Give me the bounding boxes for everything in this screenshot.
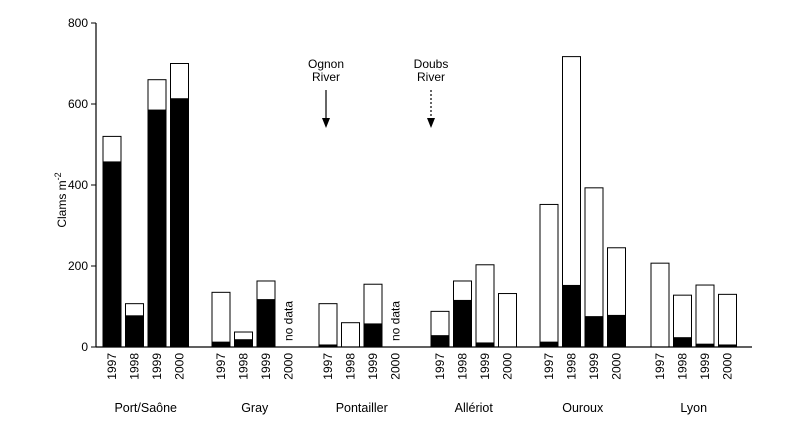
bar-black-portion	[256, 299, 276, 348]
no-data-label: no data	[389, 301, 403, 341]
x-tick-label: 1999	[366, 353, 380, 380]
ognon-river-label: Ognon	[308, 57, 344, 71]
bar-black-portion	[147, 109, 167, 348]
bar-black-portion	[363, 323, 383, 348]
site-label: Ouroux	[562, 401, 604, 415]
bar-black-portion	[607, 314, 626, 348]
bar-total	[695, 284, 715, 348]
labels-layer: 1997 1998 1999 2000 Port/Saône 1997 1998 1999 no…	[105, 301, 735, 415]
no-data-label: no data	[282, 301, 296, 341]
bar-black-portion	[125, 315, 144, 348]
bar-total	[475, 264, 495, 348]
x-tick-label: 1997	[214, 353, 228, 380]
ognon-river-label: River	[312, 70, 340, 84]
x-tick-label: 2000	[282, 353, 296, 380]
y-tick-label: 200	[68, 259, 88, 273]
bar-total	[318, 303, 338, 348]
bar-total	[718, 293, 737, 348]
y-tick-label: 0	[81, 340, 88, 354]
bar-black-portion	[453, 299, 472, 348]
x-tick-label: 1999	[478, 353, 492, 380]
bars-layer	[102, 56, 737, 348]
x-tick-label: 1998	[676, 353, 690, 380]
x-tick-label: 1999	[587, 353, 601, 380]
x-tick-label: 1999	[698, 353, 712, 380]
x-tick-label: 1998	[456, 353, 470, 380]
bar-black-portion	[539, 341, 559, 348]
bar-black-portion	[475, 342, 495, 348]
y-tick-label: 600	[68, 97, 88, 111]
bar-total	[211, 291, 231, 348]
axes-layer: 0 200 400 600 800	[68, 16, 752, 354]
site-label: Lyon	[680, 401, 707, 415]
x-tick-label: 1997	[321, 353, 335, 380]
x-tick-label: 1998	[344, 353, 358, 380]
site-label: Gray	[241, 401, 269, 415]
bar-black-portion	[584, 316, 604, 348]
x-tick-label: 2000	[173, 353, 187, 380]
y-tick-label: 400	[68, 178, 88, 192]
site-label: Port/Saône	[114, 401, 177, 415]
bar-black-portion	[430, 335, 450, 348]
doubs-arrow-head	[427, 118, 435, 128]
doubs-river-label: River	[417, 70, 445, 84]
bar-total	[650, 262, 670, 348]
x-tick-label: 2000	[721, 353, 735, 380]
y-tick-label: 800	[68, 16, 88, 30]
x-tick-label: 1998	[565, 353, 579, 380]
x-tick-label: 2000	[501, 353, 515, 380]
x-tick-label: 1997	[433, 353, 447, 380]
bar-total	[539, 203, 559, 348]
ognon-arrow-head	[322, 118, 330, 128]
bar-black-portion	[234, 339, 253, 348]
bar-black-portion	[170, 98, 189, 348]
x-tick-label: 1999	[259, 353, 273, 380]
y-axis-label: Clams m-2	[53, 172, 69, 227]
bar-black-portion	[673, 337, 692, 348]
x-tick-label: 1998	[237, 353, 251, 380]
bar-black-portion	[562, 284, 581, 348]
site-label: Pontailler	[336, 401, 388, 415]
bar-black-portion	[102, 161, 122, 348]
x-tick-label: 2000	[610, 353, 624, 380]
x-tick-label: 1999	[150, 353, 164, 380]
x-tick-label: 1997	[105, 353, 119, 380]
bar-total	[498, 293, 517, 348]
bar-total	[341, 322, 360, 348]
site-label: Allériot	[455, 401, 494, 415]
x-tick-label: 1997	[653, 353, 667, 380]
doubs-river-label: Doubs	[414, 57, 449, 71]
x-tick-label: 2000	[389, 353, 403, 380]
bar-black-portion	[211, 341, 231, 348]
x-tick-label: 1997	[542, 353, 556, 380]
x-tick-label: 1998	[128, 353, 142, 380]
